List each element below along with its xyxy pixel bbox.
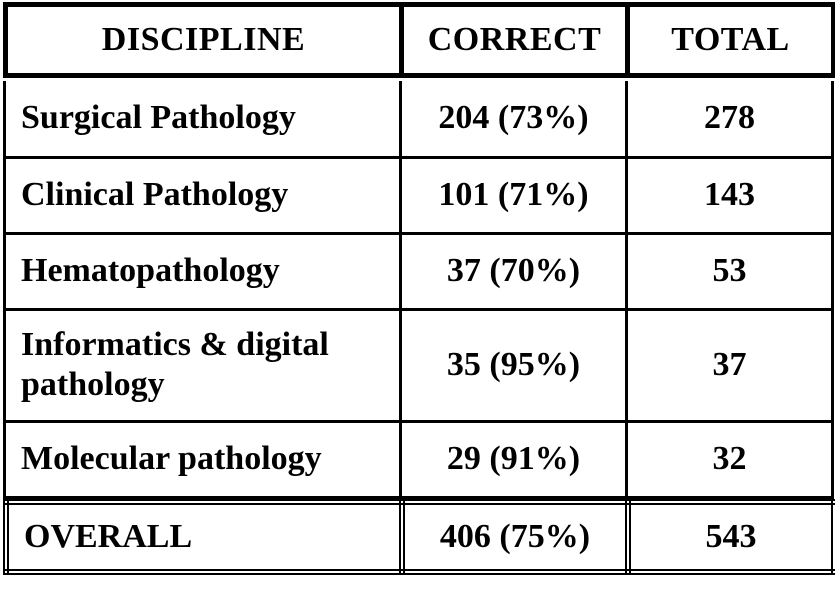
overall-label-cell: OVERALL (3, 498, 405, 575)
results-table-overall: OVERALL 406 (75%) 543 (3, 498, 835, 575)
correct-cell: 37 (70%) (399, 231, 628, 311)
overall-total-cell: 543 (625, 498, 835, 575)
overall-correct-cell: 406 (75%) (399, 498, 631, 575)
header-cell-discipline: DISCIPLINE (3, 2, 404, 78)
table-row: Surgical Pathology 204 (73%) 278 (3, 81, 834, 159)
header-cell-correct: CORRECT (399, 2, 630, 78)
correct-cell: 101 (71%) (399, 155, 628, 235)
total-cell: 32 (625, 419, 834, 499)
results-table-figure: DISCIPLINE CORRECT TOTAL Surgical Pathol… (3, 2, 835, 575)
discipline-cell: Informatics & digital pathology (3, 307, 402, 423)
total-cell: 37 (625, 307, 834, 423)
results-table-body: Surgical Pathology 204 (73%) 278 Clinica… (3, 81, 834, 499)
overall-row: OVERALL 406 (75%) 543 (3, 498, 835, 575)
total-cell: 278 (625, 81, 834, 159)
correct-cell: 29 (91%) (399, 419, 628, 499)
table-row: Clinical Pathology 101 (71%) 143 (3, 155, 834, 235)
total-cell: 143 (625, 155, 834, 235)
discipline-cell: Hematopathology (3, 231, 402, 311)
correct-cell: 35 (95%) (399, 307, 628, 423)
header-cell-total: TOTAL (625, 2, 835, 78)
table-row: Molecular pathology 29 (91%) 32 (3, 419, 834, 499)
table-row: Hematopathology 37 (70%) 53 (3, 231, 834, 311)
header-row: DISCIPLINE CORRECT TOTAL (3, 2, 835, 78)
correct-cell: 204 (73%) (399, 81, 628, 159)
discipline-cell: Surgical Pathology (3, 81, 402, 159)
results-table-header: DISCIPLINE CORRECT TOTAL (3, 2, 835, 78)
discipline-cell: Molecular pathology (3, 419, 402, 499)
table-row: Informatics & digital pathology 35 (95%)… (3, 307, 834, 423)
total-cell: 53 (625, 231, 834, 311)
discipline-cell: Clinical Pathology (3, 155, 402, 235)
